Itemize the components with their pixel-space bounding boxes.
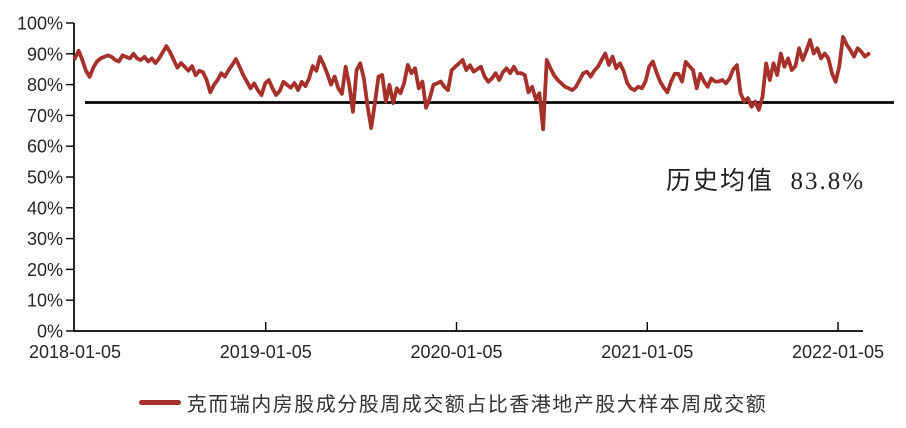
x-axis-tick-label: 2018-01-05 [29, 342, 121, 362]
series-line [73, 34, 871, 132]
y-axis-tick-label: 10% [27, 291, 63, 311]
y-axis-tick-label: 30% [27, 229, 63, 249]
y-axis-tick-label: 100% [17, 14, 63, 34]
x-axis-tick-label: 2021-01-05 [601, 342, 693, 362]
y-axis-tick-label: 70% [27, 106, 63, 126]
y-axis-tick-label: 80% [27, 75, 63, 95]
y-axis-tick-label: 40% [27, 198, 63, 218]
x-axis-tick-label: 2020-01-05 [410, 342, 502, 362]
y-axis-tick-label: 50% [27, 168, 63, 188]
legend: 克而瑞内房股成分股周成交额占比香港地产股大样本周成交额 [0, 388, 906, 417]
y-axis-tick-label: 20% [27, 260, 63, 280]
x-axis-tick-label: 2019-01-05 [220, 342, 312, 362]
y-axis-tick-label: 90% [27, 44, 63, 64]
mean-annotation: 历史均值 83.8% [666, 168, 866, 195]
legend-label: 克而瑞内房股成分股周成交额占比香港地产股大样本周成交额 [186, 394, 768, 416]
y-axis-tick-label: 0% [37, 322, 63, 342]
legend-line-swatch [138, 400, 181, 405]
x-axis-tick-label: 2022-01-05 [792, 342, 884, 362]
y-axis-tick-label: 60% [27, 137, 63, 157]
